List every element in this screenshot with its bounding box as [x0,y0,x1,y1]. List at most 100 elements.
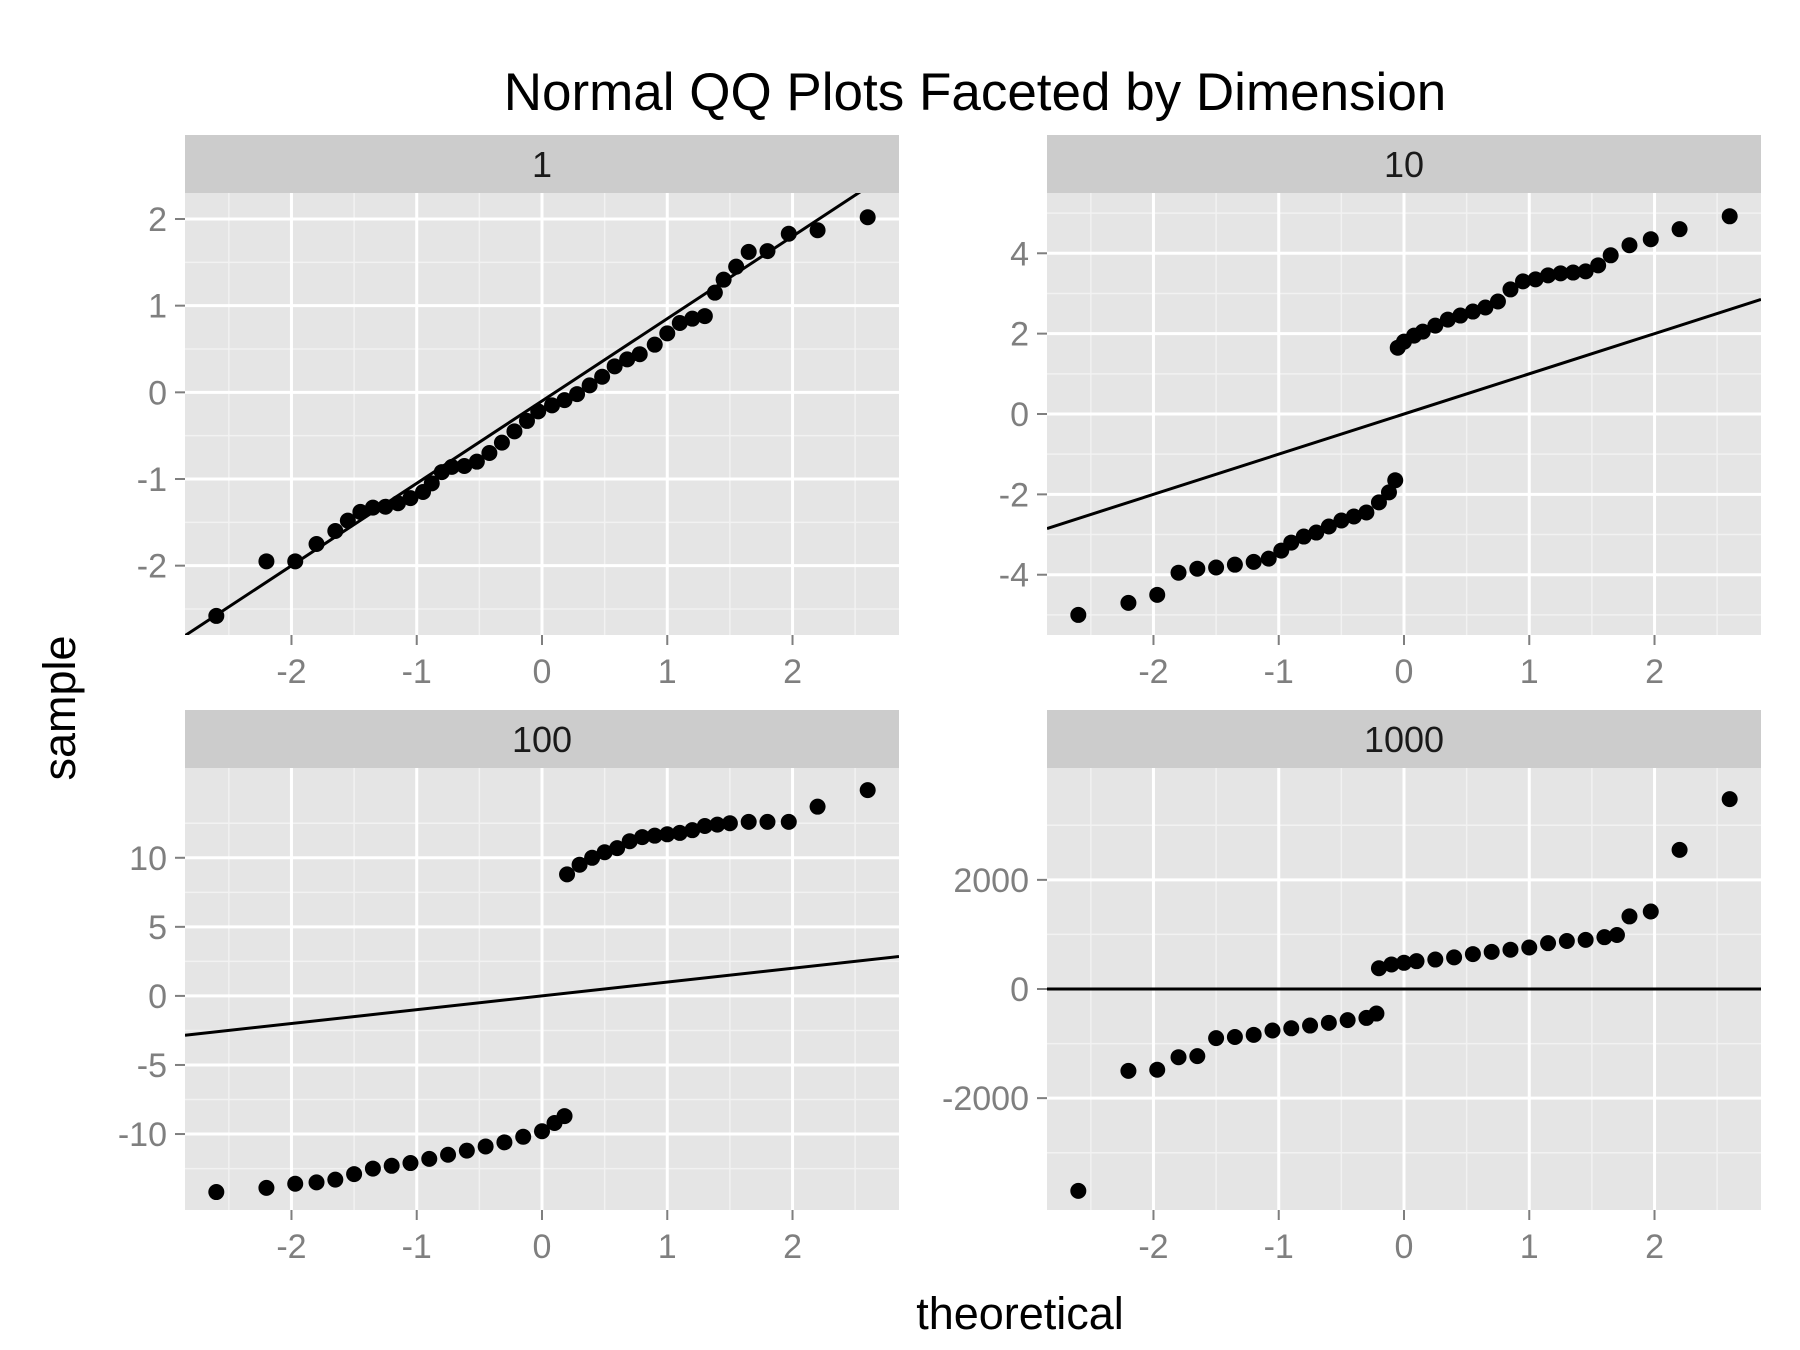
data-point [1577,263,1594,280]
data-point [1396,954,1412,971]
data-point [1370,494,1387,511]
data-point [1208,559,1225,576]
data-point [1577,931,1594,948]
y-tick-label: -2 [137,548,167,586]
y-tick-label: 0 [148,374,167,412]
x-tick-label: 1 [1520,1228,1539,1266]
data-point [1489,293,1506,310]
data-point [631,346,648,363]
qq-reference-line [1047,298,1761,530]
data-point [559,866,576,883]
facet-panel-10: 10 -2 -1 0 1 2 -4 -2 0 2 4 [999,135,1761,691]
data-point [1149,586,1166,603]
data-point [671,824,688,841]
y-tick-label: -5 [137,1047,167,1085]
data-point [258,553,275,570]
data-point [684,310,701,327]
data-point [458,1142,475,1159]
data-point [496,1134,513,1151]
data-point [1464,946,1481,963]
data-point [1368,1005,1385,1022]
data-point [468,453,485,470]
data-point [383,1157,400,1174]
data-point [1502,941,1519,958]
data-point [1370,960,1387,977]
data-point [1070,1182,1087,1199]
data-point [780,225,797,242]
data-point [1621,908,1638,925]
data-point [1358,504,1375,521]
chart-title: Normal QQ Plots Faceted by Dimension [503,63,1447,122]
x-tick-label: 1 [658,653,677,691]
x-tick-label: -2 [276,653,306,691]
x-tick-label: -1 [402,1228,432,1266]
data-point [809,798,826,815]
qq-reference-line [185,193,862,635]
y-tick-label: 1 [148,288,167,326]
data-point [659,325,676,342]
y-tick-label: -4 [999,557,1029,595]
data-point [1245,1026,1262,1043]
data-point [1446,949,1463,966]
data-point [594,368,611,385]
facet-strip [1047,135,1761,193]
data-point [481,445,498,461]
data-point [530,403,547,420]
x-axis-label: theoretical [916,1288,1124,1339]
data-point [339,512,356,529]
data-point [1408,953,1425,970]
x-tick-label: -1 [1264,653,1294,691]
data-point [402,490,419,507]
data-point [1170,564,1187,581]
data-point [308,536,325,552]
x-tick-label: 2 [783,1228,802,1266]
qq-reference-line [185,955,899,1037]
x-tick-label: 2 [783,653,802,691]
data-point [646,336,663,353]
data-point [346,1166,363,1183]
data-point [1226,1029,1243,1046]
data-point [1596,929,1613,946]
data-point [456,458,473,474]
data-point [1414,323,1431,340]
data-point [1149,1061,1166,1078]
data-point [1170,1049,1187,1066]
x-tick-label: 1 [658,1228,677,1266]
y-tick-label: -1 [137,461,167,499]
data-point [1721,791,1738,808]
y-tick-label: -2 [999,476,1029,514]
x-tick-label: 2 [1645,653,1664,691]
data-point [1527,271,1544,288]
data-point [1558,932,1575,949]
x-tick-label: 2 [1645,1228,1664,1266]
data-point [1477,299,1494,316]
data-point [1226,556,1243,573]
y-tick-label: -2000 [942,1080,1029,1118]
data-point [619,351,636,368]
data-point [646,827,663,844]
facet-strip [1047,710,1761,768]
data-point [493,434,510,451]
data-point [421,1150,438,1167]
x-tick-label: 0 [533,1228,552,1266]
data-point [1320,1014,1337,1031]
data-point [569,386,586,403]
facet-strip [185,135,899,193]
data-point [1264,1022,1281,1039]
data-point [518,412,535,429]
x-tick-label: 0 [1395,1228,1414,1266]
data-point [859,782,876,799]
data-point [1590,257,1607,274]
y-axis-label: sample [34,635,85,781]
data-point [1521,939,1538,956]
y-tick-label: 0 [1010,396,1029,434]
data-point [715,271,732,288]
data-point [327,523,344,539]
data-point [1502,281,1519,298]
data-point [759,243,776,260]
facet-panel-1000: 1000 -2 -1 0 1 2 -2000 0 2000 [942,710,1761,1266]
data-point [1721,208,1738,225]
data-point [659,826,676,843]
x-tick-label: -1 [1264,1228,1294,1266]
